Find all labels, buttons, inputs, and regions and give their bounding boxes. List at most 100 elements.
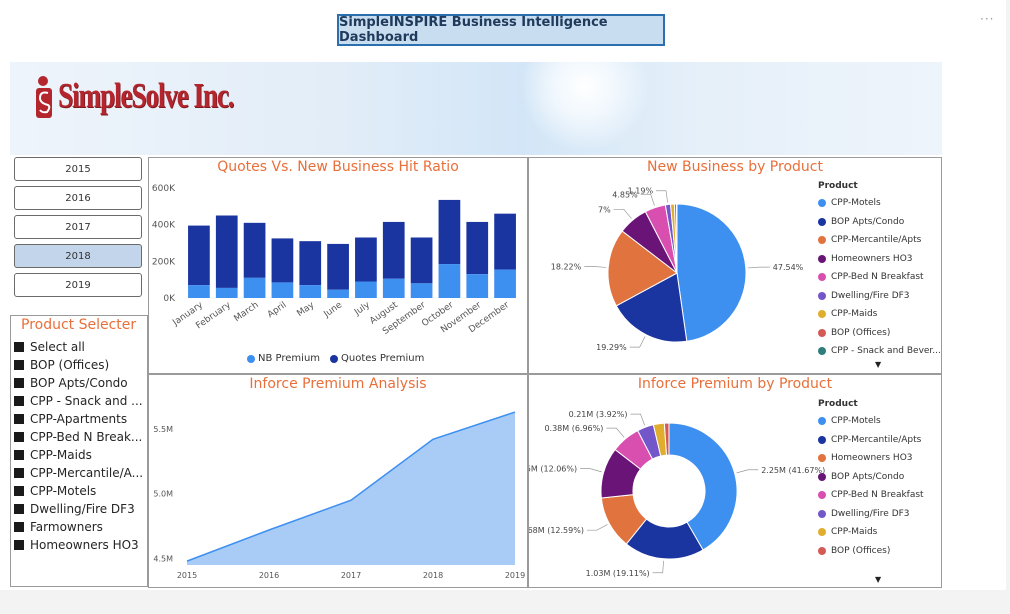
- legend-item[interactable]: CPP-Bed N Breakfast: [818, 486, 924, 505]
- product-option[interactable]: CPP-Apartments: [14, 411, 144, 427]
- product-option-label: Dwelling/Fire DF3: [30, 502, 135, 516]
- legend-item[interactable]: BOP (Offices): [818, 324, 941, 343]
- legend-swatch: [818, 310, 826, 319]
- legend-item[interactable]: CPP-Maids: [818, 523, 924, 542]
- product-option[interactable]: Dwelling/Fire DF3: [14, 501, 144, 517]
- checkbox-icon[interactable]: [14, 378, 24, 388]
- legend-item[interactable]: BOP Apts/Condo: [818, 213, 941, 232]
- bar-quotes-premium[interactable]: [438, 199, 461, 265]
- bar-quotes-premium[interactable]: [327, 243, 349, 290]
- product-option-label: BOP (Offices): [30, 358, 110, 372]
- product-option-label: CPP-Maids: [30, 448, 92, 462]
- product-option[interactable]: Farmowners: [14, 519, 144, 535]
- legend-item[interactable]: BOP Apts/Condo: [818, 468, 924, 487]
- legend-item[interactable]: BOP (Offices): [818, 542, 924, 561]
- legend-item[interactable]: Dwelling/Fire DF3: [818, 505, 924, 524]
- slice-bop-offices-[interactable]: [663, 422, 670, 456]
- year-button-2019[interactable]: 2019: [14, 273, 142, 297]
- bar-quotes-premium[interactable]: [382, 221, 405, 279]
- checkbox-icon[interactable]: [14, 450, 24, 460]
- bar-nb-premium[interactable]: [215, 287, 238, 298]
- product-option-label: Select all: [30, 340, 85, 354]
- product-option[interactable]: BOP (Offices): [14, 357, 144, 373]
- legend-label: CPP-Mercantile/Apts: [831, 235, 922, 246]
- bar-nb-premium[interactable]: [494, 269, 516, 298]
- product-option[interactable]: CPP-Motels: [14, 483, 144, 499]
- bar-nb-premium[interactable]: [410, 283, 433, 298]
- bar-nb-premium[interactable]: [299, 285, 322, 298]
- sun-glow-decoration: [520, 62, 650, 152]
- bar-nb-premium[interactable]: [355, 281, 377, 299]
- legend-item[interactable]: CPP-Mercantile/Apts: [818, 231, 941, 250]
- product-option[interactable]: CPP - Snack and ...: [14, 393, 144, 409]
- year-button-2017[interactable]: 2017: [14, 215, 142, 239]
- bar-quotes-premium[interactable]: [355, 237, 377, 282]
- slice-cpp-motels[interactable]: [676, 203, 747, 342]
- bar-quotes-premium[interactable]: [494, 213, 516, 270]
- checkbox-icon[interactable]: [14, 540, 24, 550]
- checkbox-icon[interactable]: [14, 432, 24, 442]
- bar-quotes-premium[interactable]: [271, 238, 294, 283]
- legend-item[interactable]: Homeowners HO3: [818, 449, 924, 468]
- year-button-2016[interactable]: 2016: [14, 186, 142, 210]
- bar-nb-premium[interactable]: [327, 289, 349, 298]
- legend-item[interactable]: CPP-Mercantile/Apts: [818, 431, 924, 450]
- bar-nb-premium[interactable]: [466, 274, 489, 298]
- legend-item[interactable]: Homeowners HO3: [818, 250, 941, 269]
- area-line[interactable]: [186, 411, 516, 562]
- leader-line: [586, 524, 608, 531]
- x-tick-label: 2017: [341, 571, 361, 580]
- legend-item[interactable]: CPP - Snack and Bever...: [818, 342, 941, 361]
- product-option[interactable]: CPP-Maids: [14, 447, 144, 463]
- legend-item[interactable]: CPP-Motels: [818, 194, 941, 213]
- checkbox-icon[interactable]: [14, 522, 24, 532]
- legend-scroll-down-icon[interactable]: ▼: [875, 575, 882, 584]
- product-option[interactable]: CPP-Bed N Break...: [14, 429, 144, 445]
- legend-label: NB Premium: [258, 353, 321, 364]
- legend-scroll-down-icon[interactable]: ▼: [875, 360, 882, 369]
- product-option-label: CPP-Mercantile/A...: [30, 466, 144, 480]
- checkbox-icon[interactable]: [14, 486, 24, 496]
- checkbox-icon[interactable]: [14, 396, 24, 406]
- checkbox-icon[interactable]: [14, 468, 24, 478]
- x-tick-label: July: [352, 300, 372, 318]
- bar-nb-premium[interactable]: [438, 264, 461, 298]
- legend-label: BOP (Offices): [831, 327, 891, 338]
- more-options-icon[interactable]: ···: [980, 12, 995, 26]
- legend-item[interactable]: CPP-Bed N Breakfast: [818, 268, 941, 287]
- bar-quotes-premium[interactable]: [215, 215, 238, 288]
- bar-nb-premium[interactable]: [243, 277, 266, 298]
- bar-nb-premium[interactable]: [382, 278, 405, 298]
- legend-swatch: [818, 417, 826, 426]
- y-tick-label: 5.5M: [153, 425, 173, 434]
- bar-quotes-premium[interactable]: [243, 222, 266, 278]
- product-option[interactable]: CPP-Mercantile/A...: [14, 465, 144, 481]
- legend-label: Dwelling/Fire DF3: [831, 290, 910, 301]
- bar-quotes-premium[interactable]: [188, 225, 210, 286]
- bar-quotes-premium[interactable]: [299, 241, 322, 286]
- legend-item[interactable]: CPP-Maids: [818, 305, 941, 324]
- slice-cpp-motels[interactable]: [668, 422, 738, 551]
- legend-item[interactable]: Dwelling/Fire DF3: [818, 287, 941, 306]
- checkbox-icon[interactable]: [14, 360, 24, 370]
- bar-nb-premium[interactable]: [188, 285, 210, 298]
- product-selecter-title: Product Selecter: [21, 317, 137, 333]
- quotes-vs-nb-panel: Quotes Vs. New Business Hit Ratio 0K 200K…: [148, 157, 528, 374]
- legend-item[interactable]: CPP-Motels: [818, 412, 924, 431]
- product-option[interactable]: BOP Apts/Condo: [14, 375, 144, 391]
- bar-nb-premium[interactable]: [271, 282, 294, 298]
- y-tick-label: 400K: [152, 221, 176, 231]
- slice-bop-apts-condo[interactable]: [615, 272, 688, 343]
- year-button-2018[interactable]: 2018: [14, 244, 142, 268]
- bar-quotes-premium[interactable]: [410, 237, 433, 284]
- year-button-2015[interactable]: 2015: [14, 157, 142, 181]
- legend-label: Quotes Premium: [341, 353, 425, 364]
- slice-cpp-mercantile-apts[interactable]: [607, 230, 678, 307]
- bar-quotes-premium[interactable]: [466, 221, 489, 275]
- checkbox-icon[interactable]: [14, 504, 24, 514]
- product-option[interactable]: Select all: [14, 339, 144, 355]
- checkbox-icon[interactable]: [14, 342, 24, 352]
- inforce-analysis-chart: 4.5M 5.0M 5.5M 2015 2016 2017 2018 2019: [153, 411, 525, 580]
- checkbox-icon[interactable]: [14, 414, 24, 424]
- product-option[interactable]: Homeowners HO3: [14, 537, 144, 553]
